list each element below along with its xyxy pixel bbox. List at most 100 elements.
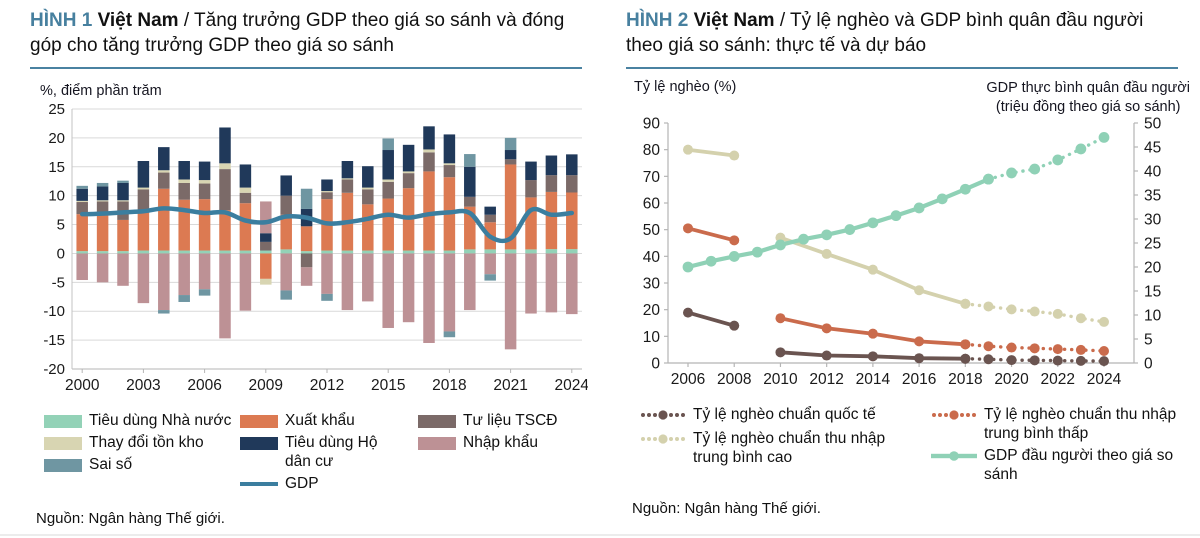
legend-item: Tiêu dùng Nhà nước xyxy=(44,412,240,431)
legend-label: Nhập khẩu xyxy=(463,434,538,452)
svg-text:10: 10 xyxy=(48,188,65,205)
svg-text:2018: 2018 xyxy=(948,371,982,388)
svg-text:10: 10 xyxy=(643,329,661,346)
svg-text:2008: 2008 xyxy=(717,371,751,388)
svg-text:40: 40 xyxy=(1144,163,1162,180)
legend-swatch-exports xyxy=(240,415,278,429)
figure-2-left-axis-label: Tỷ lệ nghèo (%) xyxy=(634,79,737,96)
legend-item: GDP đầu người theo giá so sánh xyxy=(930,446,1192,485)
legend-swatch-imports xyxy=(418,437,456,451)
legend-column: Xuất khẩu Tiêu dùng Hộ dân cư GDP xyxy=(240,412,418,497)
figure-2-title-text: / Tỷ lệ nghèo và GDP bình quân đầu người… xyxy=(626,10,1144,57)
svg-text:50: 50 xyxy=(643,222,661,239)
svg-text:0: 0 xyxy=(57,246,65,263)
svg-text:-20: -20 xyxy=(43,361,65,378)
legend-label: Tư liệu TSCĐ xyxy=(463,412,558,430)
svg-text:2016: 2016 xyxy=(902,371,936,388)
legend-item: Tiêu dùng Hộ dân cư xyxy=(240,434,418,472)
svg-text:2012: 2012 xyxy=(310,377,344,394)
legend-swatch-intl-poverty xyxy=(640,406,686,427)
legend-column: Tư liệu TSCĐ Nhập khẩu xyxy=(418,412,578,497)
svg-text:2020: 2020 xyxy=(994,371,1029,388)
svg-text:20: 20 xyxy=(48,130,65,147)
legend-item: Thay đổi tồn kho xyxy=(44,434,240,453)
figure-1-country: Việt Nam xyxy=(97,10,179,31)
legend-label: Tiêu dùng Nhà nước xyxy=(89,412,232,430)
svg-text:2010: 2010 xyxy=(763,371,798,388)
poverty-gdp-line-chart: 0 10 20 30 40 50 60 70 80 90 0 5 10 15 20 25 30 35 40 45 50 2… xyxy=(626,115,1192,396)
svg-text:2021: 2021 xyxy=(493,377,527,394)
figure-1-title-text: / Tăng trưởng GDP theo giá so sánh và đó… xyxy=(30,10,565,57)
svg-text:0: 0 xyxy=(651,355,660,372)
figure-2: HÌNH 2 Việt Nam / Tỷ lệ nghèo và GDP bìn… xyxy=(626,8,1192,527)
legend-item: Xuất khẩu xyxy=(240,412,418,431)
svg-text:5: 5 xyxy=(1144,331,1153,348)
svg-text:2015: 2015 xyxy=(371,377,405,394)
gdp-growth-stacked-bar-chart: 25 20 15 10 5 0 -5 -10 -15 -20 2000 2003 2006 2009 201… xyxy=(30,101,590,402)
legend-swatch-gdp-line xyxy=(240,481,278,487)
legend-item: Nhập khẩu xyxy=(418,434,578,453)
svg-text:60: 60 xyxy=(643,195,661,212)
figure-2-source: Nguồn: Ngân hàng Thế giới. xyxy=(632,500,821,518)
svg-text:2006: 2006 xyxy=(671,371,705,388)
svg-text:2012: 2012 xyxy=(809,371,843,388)
svg-text:90: 90 xyxy=(643,117,661,133)
legend-item: Tỷ lệ nghèo chuẩn thu nhập trung bình ca… xyxy=(640,430,931,468)
svg-text:2003: 2003 xyxy=(126,377,160,394)
legend-swatch-error xyxy=(44,458,82,472)
figure-2-right-axis-label: GDP thực bình quân đầu người (triệu đồng… xyxy=(986,80,1190,115)
svg-text:2000: 2000 xyxy=(65,377,100,394)
svg-text:15: 15 xyxy=(48,159,65,176)
legend-column: Tỷ lệ nghèo chuẩn thu nhập trung bình th… xyxy=(930,406,1192,488)
svg-text:25: 25 xyxy=(48,101,65,118)
figure-1-legend: Tiêu dùng Nhà nước Thay đổi tồn kho Sai … xyxy=(44,412,590,497)
svg-text:2024: 2024 xyxy=(1087,371,1122,388)
svg-text:-15: -15 xyxy=(43,332,65,349)
svg-text:50: 50 xyxy=(1144,117,1162,133)
figure-1-rule xyxy=(30,67,582,70)
figure-2-title: HÌNH 2 Việt Nam / Tỷ lệ nghèo và GDP bìn… xyxy=(626,8,1178,58)
svg-text:20: 20 xyxy=(643,302,661,319)
svg-text:45: 45 xyxy=(1144,139,1161,156)
legend-label: Tỷ lệ nghèo chuẩn thu nhập trung bình th… xyxy=(983,405,1177,442)
svg-text:70: 70 xyxy=(643,169,661,186)
legend-label: GDP xyxy=(285,474,319,492)
svg-text:2014: 2014 xyxy=(856,371,891,388)
svg-text:30: 30 xyxy=(1144,211,1162,228)
figure-1-source: Nguồn: Ngân hàng Thế giới. xyxy=(36,509,225,527)
svg-text:2009: 2009 xyxy=(249,377,283,394)
legend-swatch-fixed-capital xyxy=(418,415,456,429)
legend-swatch-gdp-per-capita xyxy=(930,447,977,468)
figure-2-rule xyxy=(626,67,1178,70)
legend-column: Tiêu dùng Nhà nước Thay đổi tồn kho Sai … xyxy=(44,412,240,497)
svg-text:2024: 2024 xyxy=(555,377,588,394)
figure-1-axis-unit: %, điểm phần trăm xyxy=(40,83,162,100)
legend-swatch-lmic-poverty xyxy=(931,406,977,427)
figure-1-number: HÌNH 1 xyxy=(30,10,93,31)
figures-row: HÌNH 1 Việt Nam / Tăng trưởng GDP theo g… xyxy=(30,8,1192,527)
svg-text:10: 10 xyxy=(1144,307,1162,324)
legend-swatch-inventory xyxy=(44,437,82,451)
legend-item: Tư liệu TSCĐ xyxy=(418,412,578,431)
legend-item: Sai số xyxy=(44,456,240,475)
svg-text:35: 35 xyxy=(1144,187,1161,204)
legend-label: GDP đầu người theo giá so sánh xyxy=(983,446,1174,483)
svg-text:5: 5 xyxy=(57,217,65,234)
legend-label: Thay đổi tồn kho xyxy=(89,434,204,452)
figure-1: HÌNH 1 Việt Nam / Tăng trưởng GDP theo g… xyxy=(30,8,590,527)
legend-label: Xuất khẩu xyxy=(285,412,355,430)
svg-text:25: 25 xyxy=(1144,235,1161,252)
legend-item: GDP xyxy=(240,475,418,494)
svg-text:2006: 2006 xyxy=(187,377,221,394)
legend-swatch-gov-consumption xyxy=(44,415,82,429)
svg-text:2022: 2022 xyxy=(1041,371,1075,388)
legend-swatch-umic-poverty xyxy=(640,430,686,451)
svg-text:0: 0 xyxy=(1144,355,1153,372)
legend-label: Tỷ lệ nghèo chuẩn thu nhập trung bình ca… xyxy=(693,429,886,466)
page-bottom-border xyxy=(0,534,1200,536)
svg-text:20: 20 xyxy=(1144,259,1162,276)
legend-label: Tỷ lệ nghèo chuẩn quốc tế xyxy=(693,405,876,423)
legend-item: Tỷ lệ nghèo chuẩn thu nhập trung bình th… xyxy=(931,406,1192,444)
legend-column: Tỷ lệ nghèo chuẩn quốc tế Tỷ lệ nghèo ch… xyxy=(640,406,931,488)
svg-text:40: 40 xyxy=(643,249,661,266)
